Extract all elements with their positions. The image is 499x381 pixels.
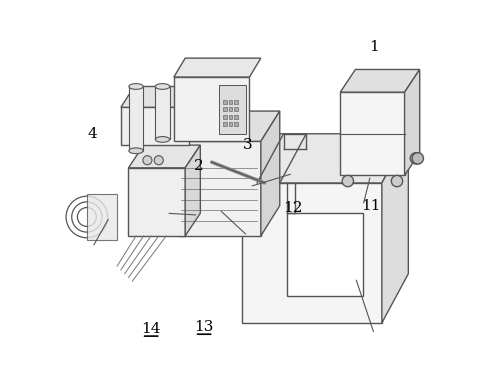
Circle shape xyxy=(391,175,403,187)
Bar xyxy=(223,115,227,118)
Circle shape xyxy=(342,175,353,187)
Circle shape xyxy=(412,153,424,164)
Polygon shape xyxy=(174,58,261,77)
Bar xyxy=(235,100,238,104)
Ellipse shape xyxy=(155,83,170,90)
Polygon shape xyxy=(178,141,261,236)
Polygon shape xyxy=(128,145,200,168)
Circle shape xyxy=(154,156,163,165)
Polygon shape xyxy=(261,111,280,236)
Bar xyxy=(235,107,238,111)
Bar xyxy=(223,107,227,111)
Bar xyxy=(235,122,238,126)
Text: 11: 11 xyxy=(361,199,380,213)
Bar xyxy=(235,115,238,118)
Polygon shape xyxy=(121,86,202,107)
Text: 3: 3 xyxy=(243,138,252,152)
Text: 4: 4 xyxy=(88,127,97,141)
Ellipse shape xyxy=(155,136,170,142)
Polygon shape xyxy=(382,134,408,323)
Bar xyxy=(229,115,233,118)
Polygon shape xyxy=(340,92,405,175)
Text: 13: 13 xyxy=(195,320,214,334)
Bar xyxy=(229,122,233,126)
Bar xyxy=(155,86,170,139)
Bar xyxy=(223,100,227,104)
Polygon shape xyxy=(128,168,185,236)
Bar xyxy=(87,194,117,240)
Circle shape xyxy=(410,153,422,164)
Polygon shape xyxy=(340,69,420,92)
Bar xyxy=(223,122,227,126)
Polygon shape xyxy=(121,107,189,145)
Bar xyxy=(219,85,246,134)
Polygon shape xyxy=(242,134,408,183)
Ellipse shape xyxy=(129,148,143,154)
Bar xyxy=(229,107,233,111)
Text: 1: 1 xyxy=(369,40,379,54)
Ellipse shape xyxy=(129,83,143,90)
Text: 12: 12 xyxy=(283,200,303,215)
Polygon shape xyxy=(185,145,200,236)
Polygon shape xyxy=(178,111,280,141)
Bar xyxy=(287,213,363,296)
Bar xyxy=(129,86,143,151)
Polygon shape xyxy=(174,77,250,141)
Text: 14: 14 xyxy=(141,322,161,336)
Polygon shape xyxy=(405,69,420,175)
Text: 2: 2 xyxy=(194,159,203,173)
Bar xyxy=(229,100,233,104)
Circle shape xyxy=(143,156,152,165)
Polygon shape xyxy=(242,183,382,323)
